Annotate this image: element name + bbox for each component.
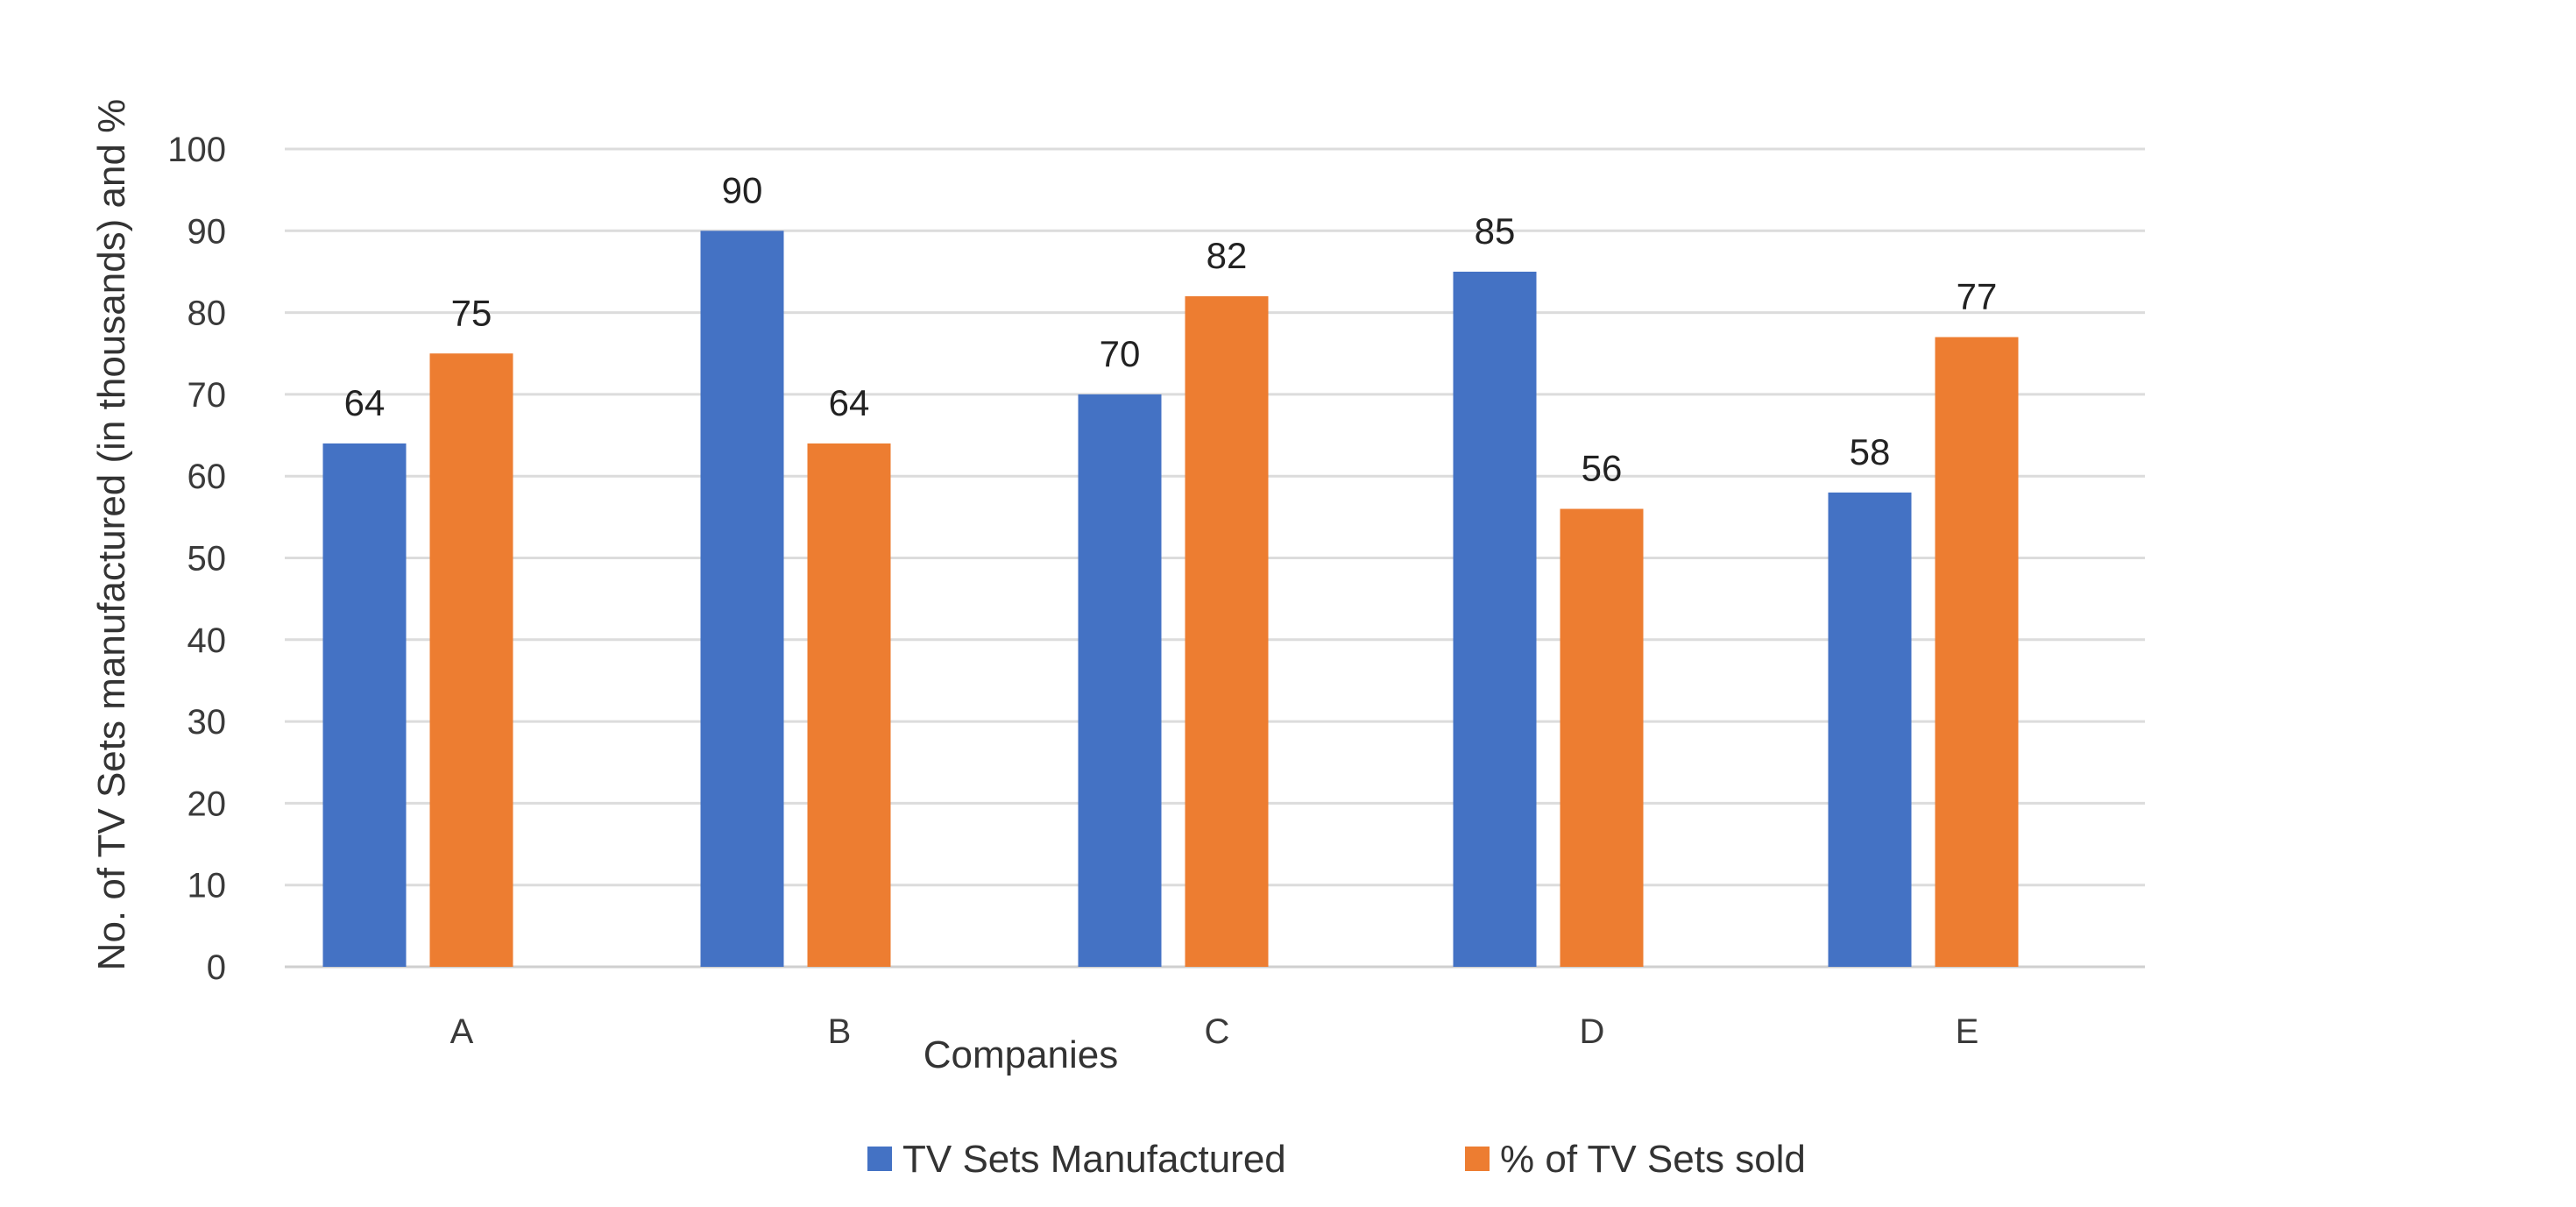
bar-a-series-1	[429, 353, 513, 967]
data-label: 90	[722, 169, 763, 210]
y-tick-label: 100	[167, 131, 226, 169]
data-labels: 64 75 90 64 70 82 85 56 58 77	[344, 169, 1998, 488]
category-label-d: D	[1580, 1012, 1605, 1051]
legend: TV Sets Manufactured % of TV Sets sold	[867, 1138, 1806, 1181]
bar-e-series-1	[1935, 337, 2019, 968]
data-label: 64	[344, 382, 386, 423]
y-tick-label: 10	[188, 867, 227, 905]
data-label: 75	[451, 292, 492, 333]
y-tick-label: 0	[207, 948, 226, 987]
legend-label-sold: % of TV Sets sold	[1500, 1138, 1806, 1181]
y-tick-label: 70	[188, 376, 227, 415]
legend-swatch-sold	[1465, 1147, 1490, 1171]
data-label: 70	[1100, 333, 1141, 374]
x-axis-category-labels: A B C D E	[450, 1012, 1979, 1051]
data-label: 56	[1582, 448, 1623, 489]
data-label: 58	[1850, 431, 1891, 472]
data-label: 82	[1207, 235, 1248, 276]
y-tick-label: 40	[188, 621, 227, 660]
bar-b-series-0	[700, 231, 784, 967]
y-tick-label: 20	[188, 785, 227, 823]
legend-label-manufactured: TV Sets Manufactured	[902, 1138, 1286, 1181]
data-label: 64	[829, 382, 870, 423]
category-label-a: A	[450, 1012, 474, 1051]
bar-e-series-0	[1828, 492, 1912, 967]
bar-c-series-1	[1185, 295, 1269, 967]
bars	[322, 231, 2019, 968]
y-tick-label: 30	[188, 703, 227, 742]
data-label: 77	[1957, 276, 1998, 317]
bar-b-series-1	[807, 443, 891, 967]
data-label: 85	[1475, 210, 1516, 252]
y-tick-label: 90	[188, 212, 227, 251]
category-label-e: E	[1956, 1012, 1979, 1051]
y-tick-label: 50	[188, 540, 227, 579]
bar-d-series-1	[1560, 508, 1644, 967]
category-label-c: C	[1205, 1012, 1230, 1051]
y-tick-label: 60	[188, 458, 227, 496]
category-label-b: B	[828, 1012, 852, 1051]
legend-swatch-manufactured	[867, 1147, 892, 1171]
bar-c-series-0	[1078, 394, 1162, 967]
y-axis-tick-labels: 0 10 20 30 40 50 60 70 80 90 100	[167, 131, 226, 987]
x-axis-title: Companies	[924, 1033, 1119, 1076]
y-axis-title: No. of TV Sets manufactured (in thousand…	[90, 99, 133, 971]
y-tick-label: 80	[188, 295, 227, 333]
bar-a-series-0	[322, 443, 407, 967]
bar-d-series-0	[1453, 271, 1537, 967]
